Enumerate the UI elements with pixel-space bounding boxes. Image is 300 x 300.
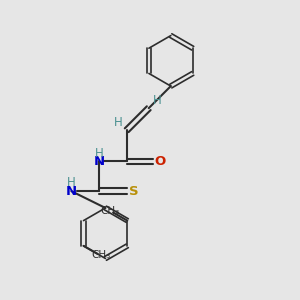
Text: CH₃: CH₃	[100, 206, 120, 216]
Text: H: H	[113, 116, 122, 129]
Text: N: N	[94, 155, 105, 168]
Text: H: H	[153, 94, 162, 107]
Text: CH₃: CH₃	[91, 250, 110, 260]
Text: H: H	[67, 176, 76, 189]
Text: S: S	[129, 185, 139, 198]
Text: N: N	[66, 185, 77, 198]
Text: O: O	[154, 155, 166, 168]
Text: H: H	[95, 147, 103, 160]
